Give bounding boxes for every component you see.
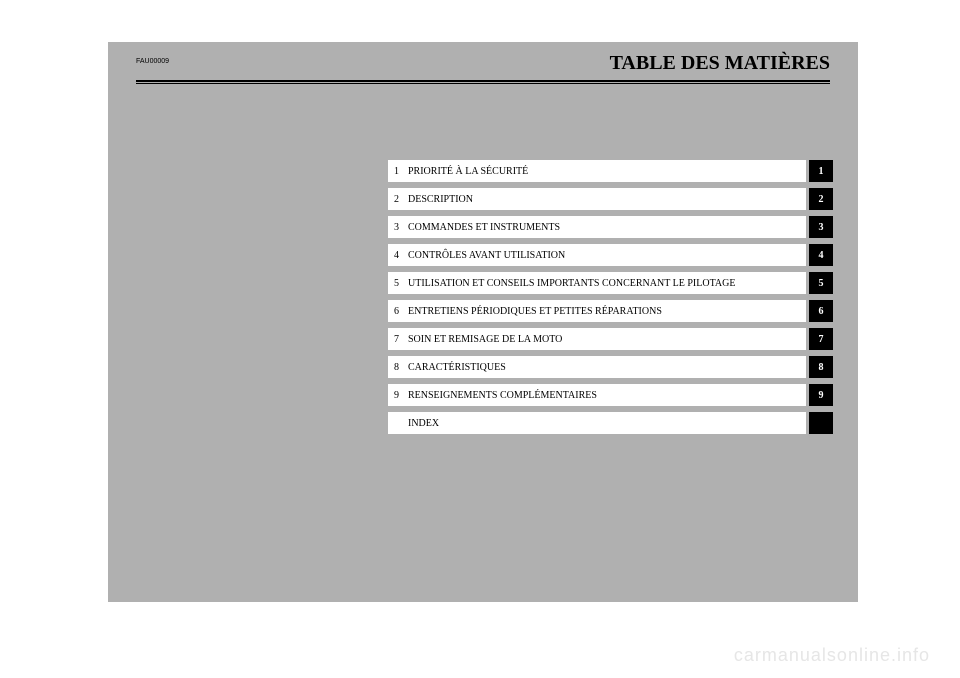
toc-item-num: 8 [394, 362, 408, 373]
toc-item-label: UTILISATION ET CONSEILS IMPORTANTS CONCE… [408, 278, 735, 289]
toc-item-num: 7 [394, 334, 408, 345]
toc-row: 9 RENSEIGNEMENTS COMPLÉMENTAIRES 9 [388, 384, 833, 406]
toc-item-label: ENTRETIENS PÉRIODIQUES ET PETITES RÉPARA… [408, 306, 662, 317]
toc-item-label: PRIORITÉ À LA SÉCURITÉ [408, 166, 528, 177]
toc-item-label: DESCRIPTION [408, 194, 473, 205]
toc-item-num: 1 [394, 166, 408, 177]
toc-tab: 9 [809, 384, 833, 406]
toc-tab: 3 [809, 216, 833, 238]
toc-item-text: INDEX [388, 412, 806, 434]
toc-row: 2 DESCRIPTION 2 [388, 188, 833, 210]
toc-item-text: 4 CONTRÔLES AVANT UTILISATION [388, 244, 806, 266]
toc-tab: 1 [809, 160, 833, 182]
watermark: carmanualsonline.info [734, 645, 930, 666]
page-title: TABLE DES MATIÈRES [610, 52, 830, 75]
toc-tab: 8 [809, 356, 833, 378]
toc-item-label: INDEX [408, 418, 439, 429]
toc-item-text: 1 PRIORITÉ À LA SÉCURITÉ [388, 160, 806, 182]
toc-item-num: 6 [394, 306, 408, 317]
toc-tab [809, 412, 833, 434]
toc-row: 3 COMMANDES ET INSTRUMENTS 3 [388, 216, 833, 238]
page-frame: FAU00009 TABLE DES MATIÈRES 1 PRIORITÉ À… [108, 42, 858, 602]
page-code: FAU00009 [136, 58, 169, 65]
toc-item-text: 3 COMMANDES ET INSTRUMENTS [388, 216, 806, 238]
toc-item-label: CARACTÉRISTIQUES [408, 362, 506, 373]
toc-tab: 6 [809, 300, 833, 322]
toc-row: 4 CONTRÔLES AVANT UTILISATION 4 [388, 244, 833, 266]
toc-row: 1 PRIORITÉ À LA SÉCURITÉ 1 [388, 160, 833, 182]
toc-row: 5 UTILISATION ET CONSEILS IMPORTANTS CON… [388, 272, 833, 294]
toc-item-text: 5 UTILISATION ET CONSEILS IMPORTANTS CON… [388, 272, 806, 294]
toc-item-num: 4 [394, 250, 408, 261]
toc-tab: 2 [809, 188, 833, 210]
toc-row: 6 ENTRETIENS PÉRIODIQUES ET PETITES RÉPA… [388, 300, 833, 322]
toc-list: 1 PRIORITÉ À LA SÉCURITÉ 1 2 DESCRIPTION… [388, 160, 833, 440]
toc-item-text: 8 CARACTÉRISTIQUES [388, 356, 806, 378]
toc-item-label: COMMANDES ET INSTRUMENTS [408, 222, 560, 233]
toc-item-text: 2 DESCRIPTION [388, 188, 806, 210]
toc-item-num: 2 [394, 194, 408, 205]
toc-item-num: 3 [394, 222, 408, 233]
title-rule [136, 80, 830, 84]
toc-item-text: 6 ENTRETIENS PÉRIODIQUES ET PETITES RÉPA… [388, 300, 806, 322]
toc-tab: 7 [809, 328, 833, 350]
toc-tab: 5 [809, 272, 833, 294]
toc-row: INDEX [388, 412, 833, 434]
toc-item-label: SOIN ET REMISAGE DE LA MOTO [408, 334, 562, 345]
toc-row: 7 SOIN ET REMISAGE DE LA MOTO 7 [388, 328, 833, 350]
toc-item-label: CONTRÔLES AVANT UTILISATION [408, 250, 565, 261]
toc-item-text: 9 RENSEIGNEMENTS COMPLÉMENTAIRES [388, 384, 806, 406]
toc-item-text: 7 SOIN ET REMISAGE DE LA MOTO [388, 328, 806, 350]
toc-row: 8 CARACTÉRISTIQUES 8 [388, 356, 833, 378]
toc-item-label: RENSEIGNEMENTS COMPLÉMENTAIRES [408, 390, 597, 401]
toc-item-num: 5 [394, 278, 408, 289]
toc-tab: 4 [809, 244, 833, 266]
toc-item-num: 9 [394, 390, 408, 401]
